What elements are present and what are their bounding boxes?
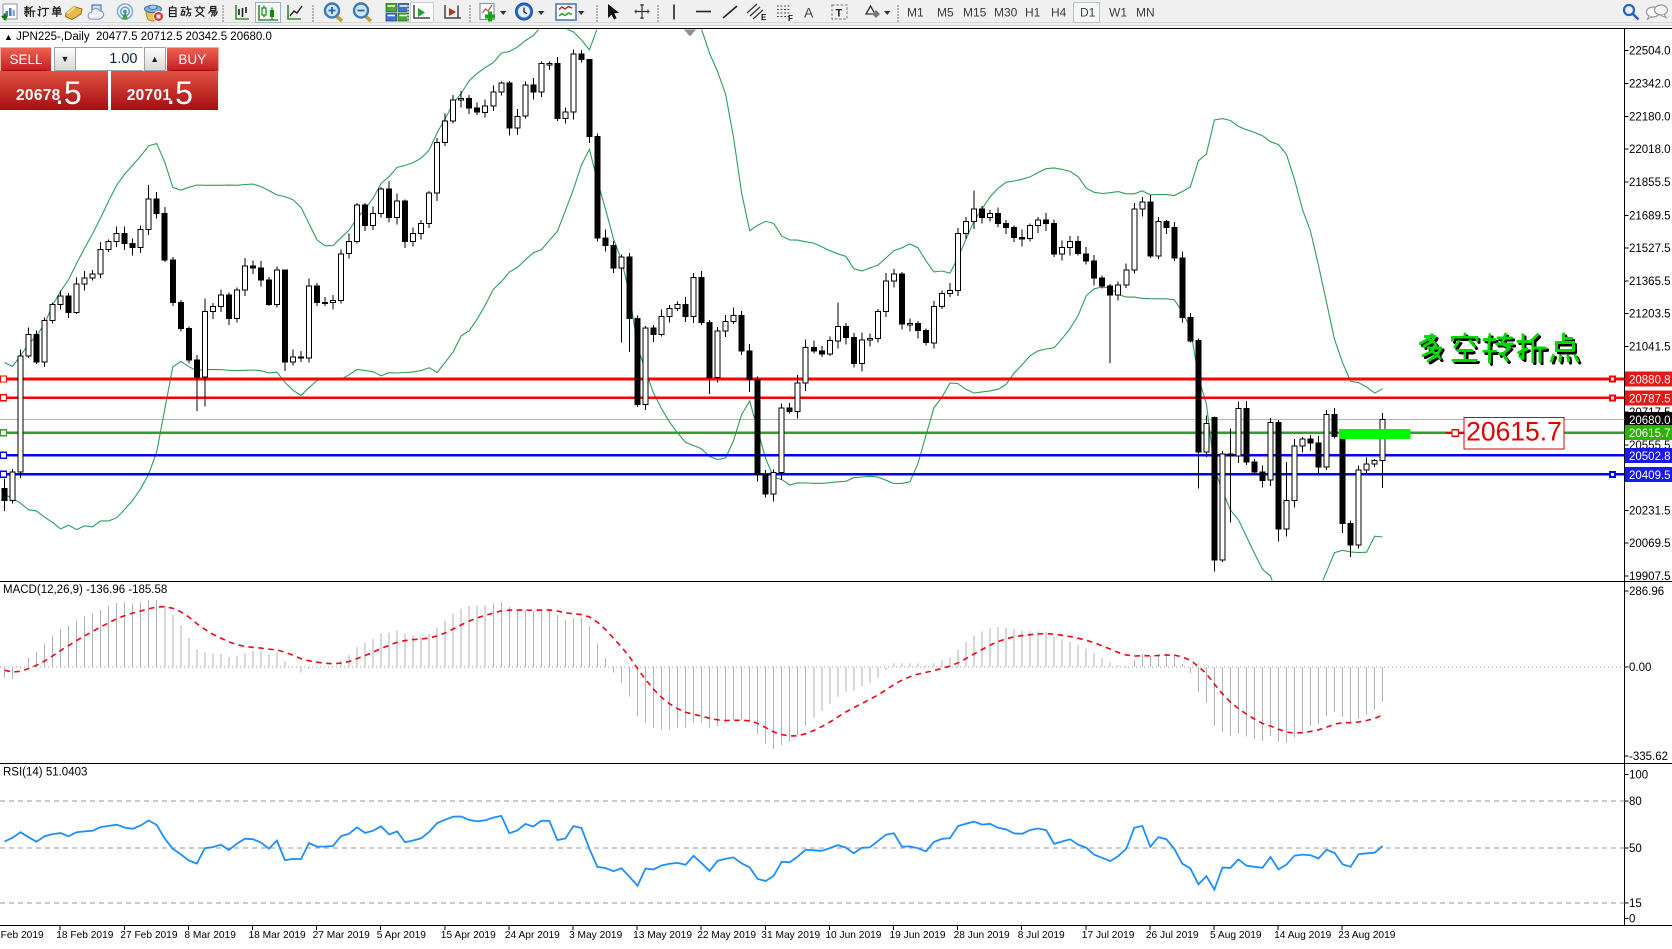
svg-text:21041.5: 21041.5 [1629,342,1671,354]
svg-text:14 Aug 2019: 14 Aug 2019 [1274,930,1332,941]
svg-text:M1: M1 [907,6,924,20]
svg-text:18 Feb 2019: 18 Feb 2019 [56,930,114,941]
svg-text:22 May 2019: 22 May 2019 [697,930,756,941]
svg-text:20615.7: 20615.7 [1629,428,1671,440]
svg-text:MN: MN [1136,6,1155,20]
svg-text:21689.5: 21689.5 [1629,211,1671,223]
svg-text:21203.5: 21203.5 [1629,309,1671,321]
svg-text:20502.8: 20502.8 [1629,451,1671,463]
svg-text:22180.0: 22180.0 [1629,111,1671,123]
svg-text:0.00: 0.00 [1629,662,1651,674]
svg-text:27 Mar 2019: 27 Mar 2019 [313,930,371,941]
svg-text:28 Jun 2019: 28 Jun 2019 [954,930,1010,941]
svg-text:22342.0: 22342.0 [1629,79,1671,91]
svg-text:A: A [804,5,814,21]
svg-text:0: 0 [1629,914,1635,926]
svg-text:H1: H1 [1025,6,1041,20]
svg-text:E: E [761,13,767,22]
svg-text:19 Jun 2019: 19 Jun 2019 [890,930,946,941]
svg-text:8 Jul 2019: 8 Jul 2019 [1018,930,1065,941]
svg-text:20880.8: 20880.8 [1629,375,1671,387]
svg-text:50: 50 [1629,843,1642,855]
svg-text:M5: M5 [937,6,954,20]
svg-text:13 May 2019: 13 May 2019 [633,930,692,941]
svg-text:8 Mar 2019: 8 Mar 2019 [184,930,236,941]
svg-text:-335.62: -335.62 [1629,751,1668,763]
svg-text:M30: M30 [994,6,1018,20]
svg-text:18 Mar 2019: 18 Mar 2019 [249,930,307,941]
svg-text:H4: H4 [1051,6,1067,20]
svg-text:17 Jul 2019: 17 Jul 2019 [1082,930,1135,941]
svg-text:5 Apr 2019: 5 Apr 2019 [377,930,427,941]
svg-text:10 Jun 2019: 10 Jun 2019 [825,930,881,941]
svg-text:286.96: 286.96 [1629,586,1664,598]
svg-text:8 Feb 2019: 8 Feb 2019 [0,930,44,941]
svg-text:D1: D1 [1080,6,1096,20]
svg-text:15: 15 [1629,898,1642,910]
svg-text:22504.0: 22504.0 [1629,46,1671,58]
svg-text:27 Feb 2019: 27 Feb 2019 [120,930,178,941]
svg-text:26 Jul 2019: 26 Jul 2019 [1146,930,1199,941]
svg-text:M15: M15 [963,6,987,20]
svg-text:20409.5: 20409.5 [1629,470,1671,482]
svg-text:20787.5: 20787.5 [1629,393,1671,405]
svg-text:20231.5: 20231.5 [1629,505,1671,517]
svg-text:15 Apr 2019: 15 Apr 2019 [441,930,496,941]
svg-text:21527.5: 21527.5 [1629,243,1671,255]
svg-text:W1: W1 [1109,6,1127,20]
svg-text:20069.5: 20069.5 [1629,538,1671,550]
svg-text:21365.5: 21365.5 [1629,276,1671,288]
svg-text:19907.5: 19907.5 [1629,571,1671,583]
svg-text:MACD(12,26,9) -136.96 -185.58: MACD(12,26,9) -136.96 -185.58 [3,584,167,596]
svg-text:RSI(14) 51.0403: RSI(14) 51.0403 [3,767,87,779]
svg-text:23 Aug 2019: 23 Aug 2019 [1338,930,1396,941]
svg-text:3 May 2019: 3 May 2019 [569,930,623,941]
svg-text:F: F [788,14,793,23]
svg-text:22018.0: 22018.0 [1629,144,1671,156]
svg-text:T: T [836,8,843,20]
svg-text:24 Apr 2019: 24 Apr 2019 [505,930,560,941]
svg-text:20615.7: 20615.7 [1466,417,1562,447]
svg-text:20680.0: 20680.0 [1629,415,1671,427]
svg-text:5 Aug 2019: 5 Aug 2019 [1210,930,1262,941]
svg-text:100: 100 [1629,770,1648,782]
svg-text:31 May 2019: 31 May 2019 [761,930,820,941]
svg-text:80: 80 [1629,796,1642,808]
svg-text:21855.5: 21855.5 [1629,177,1671,189]
